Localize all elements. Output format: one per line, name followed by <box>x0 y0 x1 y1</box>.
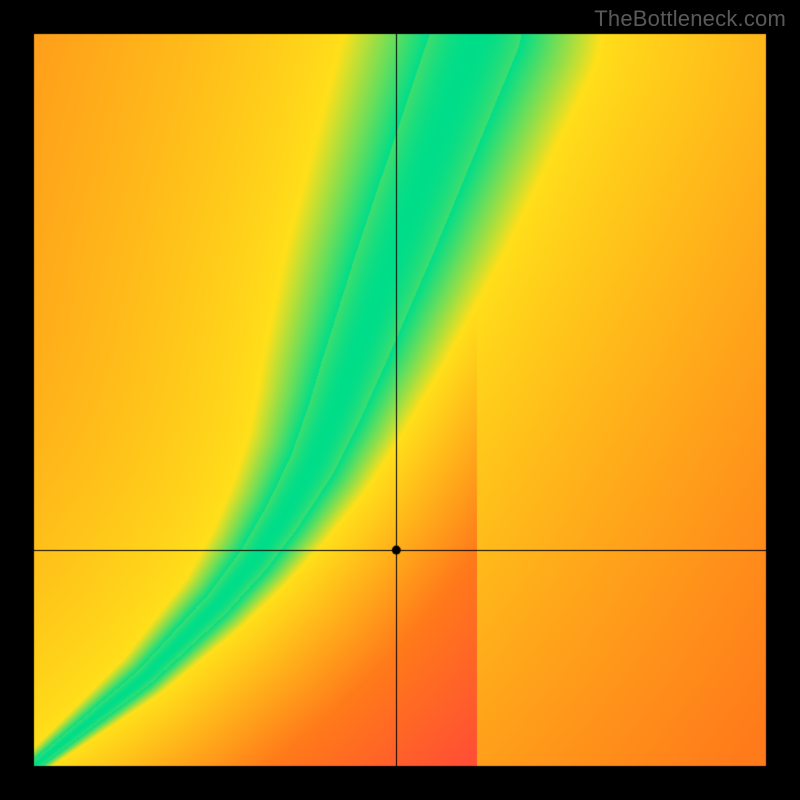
chart-container: TheBottleneck.com <box>0 0 800 800</box>
watermark-text: TheBottleneck.com <box>594 6 786 32</box>
bottleneck-heatmap <box>0 0 800 800</box>
